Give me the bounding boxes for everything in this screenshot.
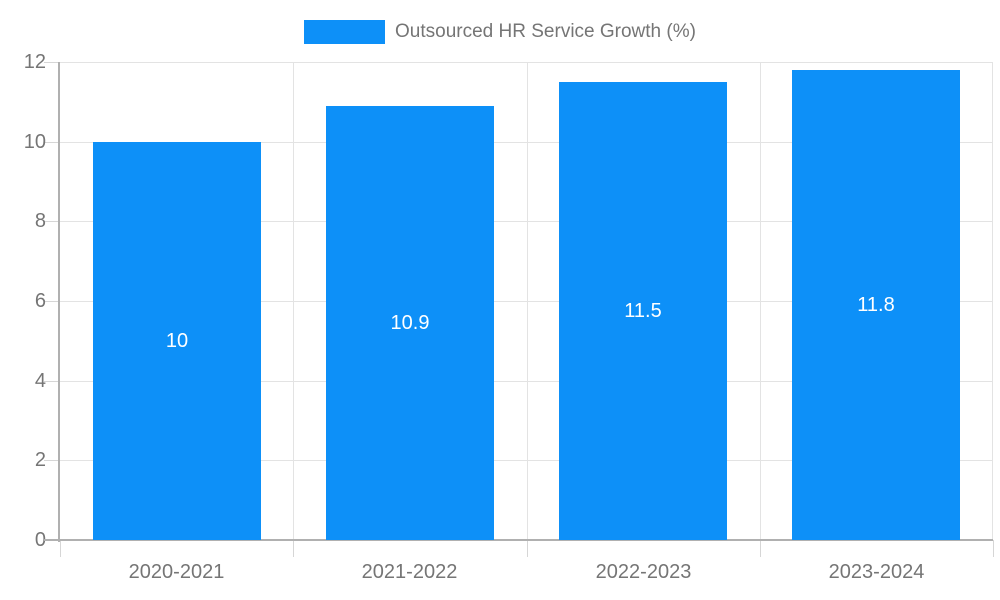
bar-value-label: 10.9 [390, 311, 430, 334]
x-tick-mark [993, 540, 994, 557]
y-tick-label: 4 [34, 370, 46, 392]
x-axis-label-2022-2023: 2022-2023 [595, 561, 692, 583]
legend-label: Outsourced HR Service Growth (%) [395, 20, 696, 42]
bar-2023-2024: 11.8 [792, 70, 960, 540]
y-tick-mark [44, 301, 60, 302]
x-axis-line [44, 539, 993, 541]
x-gridline [293, 62, 294, 540]
bar-value-label: 11.5 [624, 299, 662, 322]
y-tick-mark [44, 62, 60, 63]
x-axis-label-2023-2024: 2023-2024 [828, 561, 925, 583]
bar-2021-2022: 10.9 [326, 106, 494, 540]
y-gridline [60, 460, 993, 461]
y-tick-mark [44, 460, 60, 461]
bar-2020-2021: 10 [93, 142, 261, 540]
y-tick-mark [44, 221, 60, 222]
y-gridline [60, 381, 993, 382]
y-axis-line [58, 62, 60, 542]
legend[interactable]: Outsourced HR Service Growth (%) [0, 18, 1000, 45]
x-axis-label-2020-2021: 2020-2021 [128, 561, 225, 583]
x-axis-label-2021-2022: 2021-2022 [361, 561, 458, 583]
y-tick-mark [44, 381, 60, 382]
x-tick-mark [293, 540, 294, 557]
x-tick-mark [60, 540, 61, 557]
bar-2022-2023: 11.5 [559, 82, 727, 540]
y-gridline [60, 142, 993, 143]
y-tick-label: 6 [34, 290, 46, 312]
y-tick-label: 10 [23, 131, 46, 153]
bar-value-label: 11.8 [857, 293, 895, 316]
y-tick-label: 12 [23, 51, 46, 73]
y-tick-label: 8 [34, 210, 46, 232]
y-gridline [60, 301, 993, 302]
y-tick-mark [44, 142, 60, 143]
bar-value-label: 10 [165, 329, 189, 352]
legend-swatch [304, 19, 386, 44]
y-gridline [60, 62, 993, 63]
x-gridline [527, 62, 528, 540]
y-tick-label: 2 [34, 449, 46, 471]
x-tick-mark [760, 540, 761, 557]
y-tick-label: 0 [34, 529, 46, 551]
x-gridline [760, 62, 761, 540]
x-tick-mark [527, 540, 528, 557]
plot-right-border [992, 62, 993, 540]
y-gridline [60, 221, 993, 222]
